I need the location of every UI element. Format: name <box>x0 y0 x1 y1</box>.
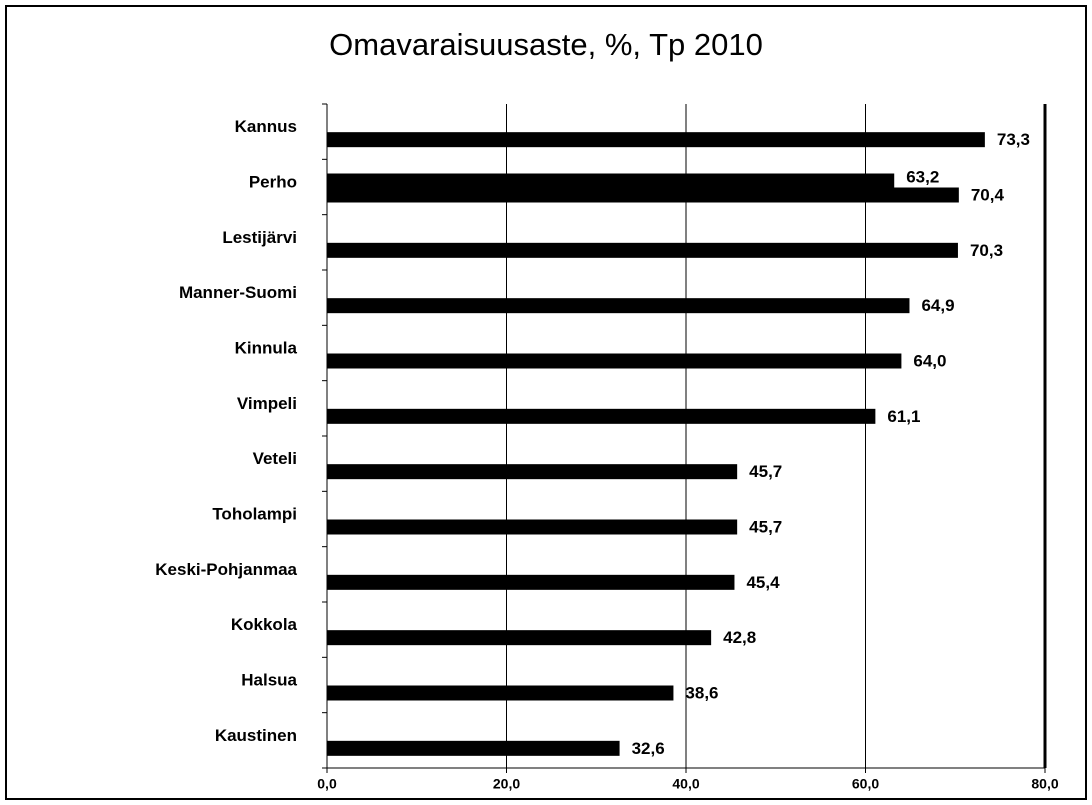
bar <box>327 408 876 424</box>
bar <box>327 630 712 646</box>
bar <box>327 685 674 701</box>
bar <box>327 353 902 369</box>
y-tick-label: Vimpeli <box>237 394 297 413</box>
bar <box>327 132 985 148</box>
bar <box>327 173 895 189</box>
y-tick-label: Kokkola <box>231 615 298 634</box>
value-label: 61,1 <box>887 407 920 426</box>
value-label: 73,3 <box>997 130 1030 149</box>
value-label: 32,6 <box>632 739 665 758</box>
y-tick-label: Toholampi <box>212 504 297 523</box>
y-tick-label: Veteli <box>253 449 297 468</box>
y-tick-label: Kaustinen <box>215 726 297 745</box>
bar <box>327 187 959 203</box>
value-label: 64,9 <box>921 296 954 315</box>
y-tick-label: Perho <box>249 172 297 191</box>
value-label: 45,4 <box>746 573 780 592</box>
bar <box>327 740 620 756</box>
x-tick-label: 20,0 <box>493 776 520 792</box>
x-tick-label: 60,0 <box>852 776 879 792</box>
y-tick-label: Manner-Suomi <box>179 283 297 302</box>
bar <box>327 519 738 535</box>
x-tick-label: 80,0 <box>1031 776 1058 792</box>
chart-title: Omavaraisuusaste, %, Tp 2010 <box>329 27 763 62</box>
y-tick-label: Lestijärvi <box>222 228 297 247</box>
value-label: 63,2 <box>906 167 939 186</box>
bar <box>327 574 735 590</box>
y-tick-label: Kannus <box>235 117 297 136</box>
value-label: 64,0 <box>913 351 946 370</box>
bar <box>327 242 958 258</box>
value-label: 45,7 <box>749 462 782 481</box>
value-label: 70,4 <box>971 185 1005 204</box>
y-tick-label: Halsua <box>241 670 297 689</box>
value-label: 38,6 <box>685 683 718 702</box>
frame <box>5 5 1087 800</box>
bar <box>327 464 738 480</box>
x-tick-label: 40,0 <box>672 776 699 792</box>
value-label: 70,3 <box>970 241 1003 260</box>
y-tick-label: Keski-Pohjanmaa <box>155 560 297 579</box>
value-label: 42,8 <box>723 628 756 647</box>
bar <box>327 298 910 314</box>
y-tick-label: Kinnula <box>235 338 298 357</box>
value-label: 45,7 <box>749 517 782 536</box>
x-tick-label: 0,0 <box>317 776 337 792</box>
